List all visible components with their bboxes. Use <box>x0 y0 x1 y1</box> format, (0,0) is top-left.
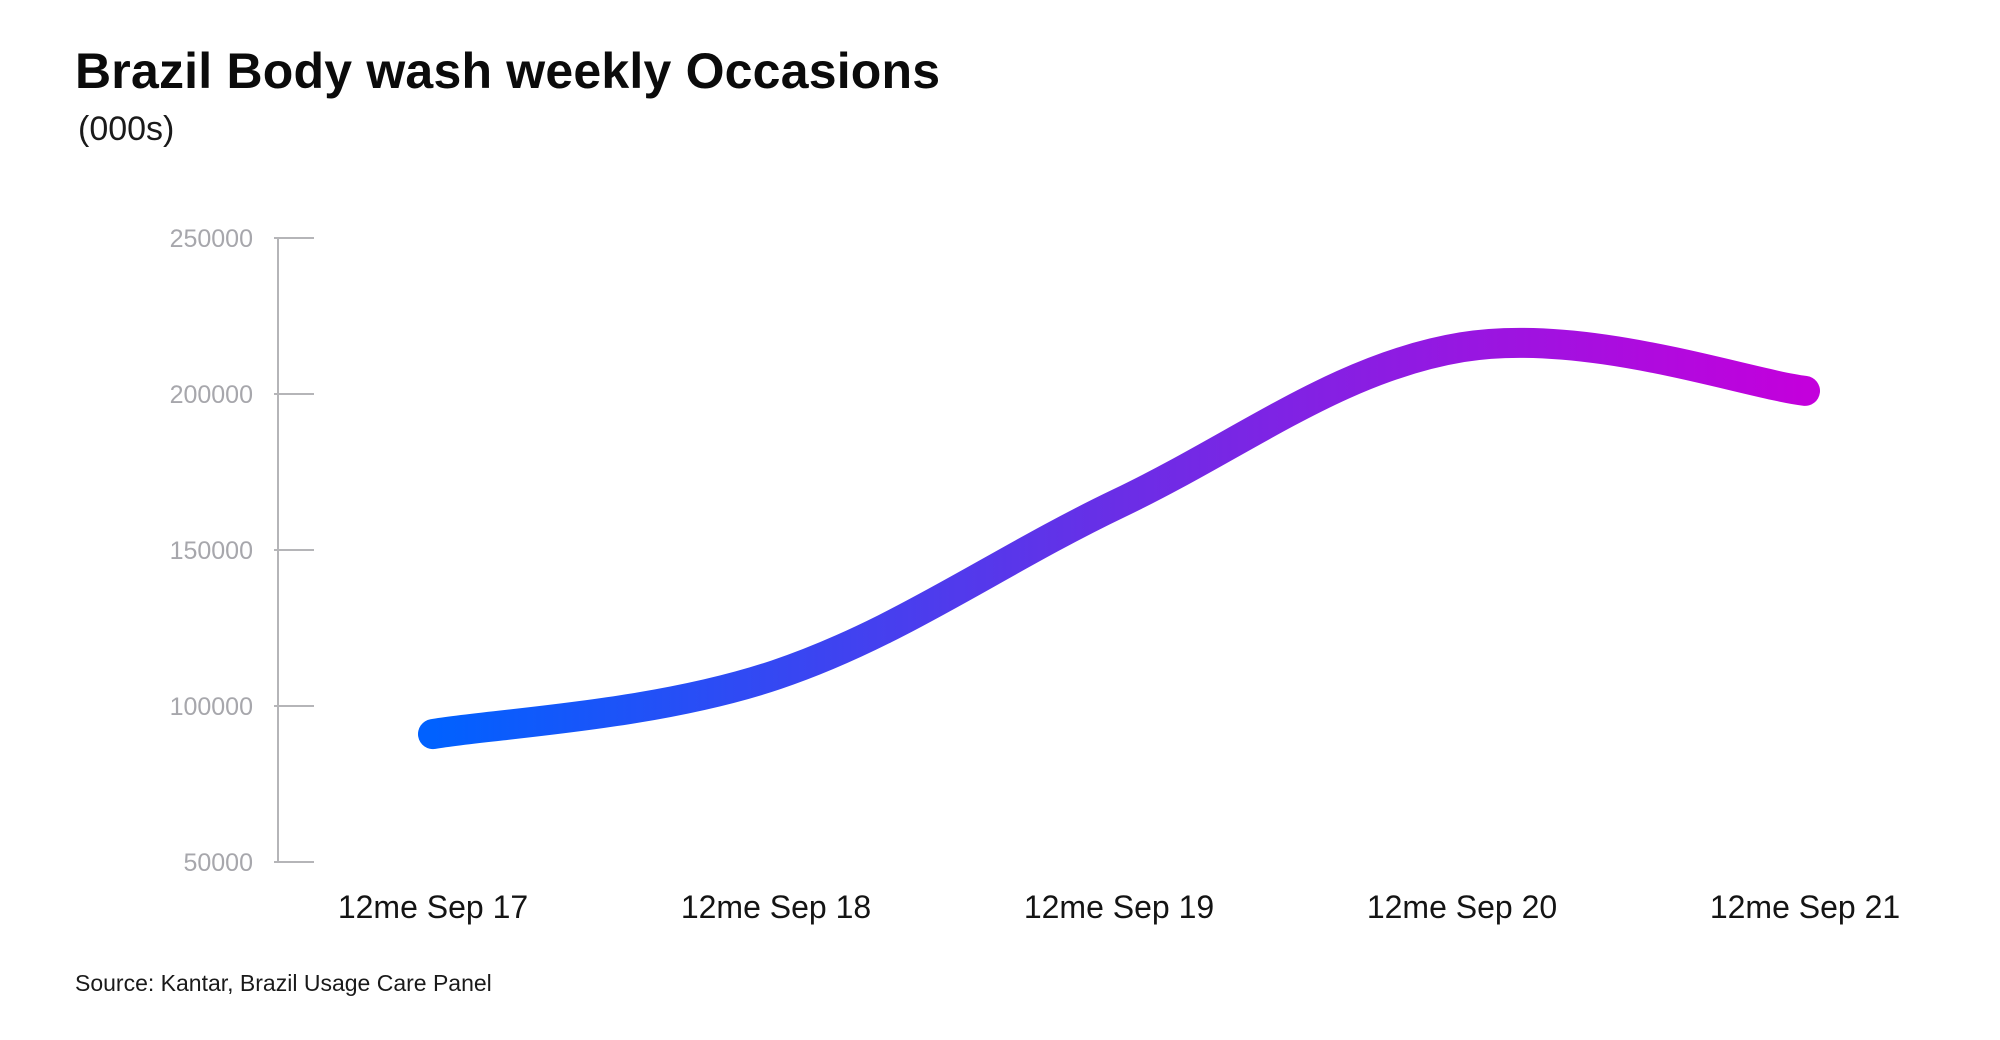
y-tick-label: 200000 <box>170 381 253 409</box>
chart-title: Brazil Body wash weekly Occasions <box>75 43 941 99</box>
chart-source: Source: Kantar, Brazil Usage Care Panel <box>75 970 492 996</box>
y-tick-label: 50000 <box>183 849 253 877</box>
x-tick-label: 12me Sep 20 <box>1367 889 1557 925</box>
x-axis: 12me Sep 17 12me Sep 18 12me Sep 19 12me Se… <box>338 889 1900 925</box>
x-tick-label: 12me Sep 17 <box>338 889 528 925</box>
x-tick-label: 12me Sep 21 <box>1710 889 1900 925</box>
series-line <box>418 327 1820 750</box>
y-tick-label: 100000 <box>170 693 253 721</box>
x-tick-label: 12me Sep 18 <box>681 889 871 925</box>
series-group <box>418 327 1820 750</box>
y-tick-label: 250000 <box>170 225 253 253</box>
chart-subtitle: (000s) <box>78 110 175 148</box>
x-tick-label: 12me Sep 19 <box>1024 889 1214 925</box>
y-tick-label: 150000 <box>170 537 253 565</box>
y-axis: 50000 100000 150000 200000 250000 <box>170 225 314 877</box>
